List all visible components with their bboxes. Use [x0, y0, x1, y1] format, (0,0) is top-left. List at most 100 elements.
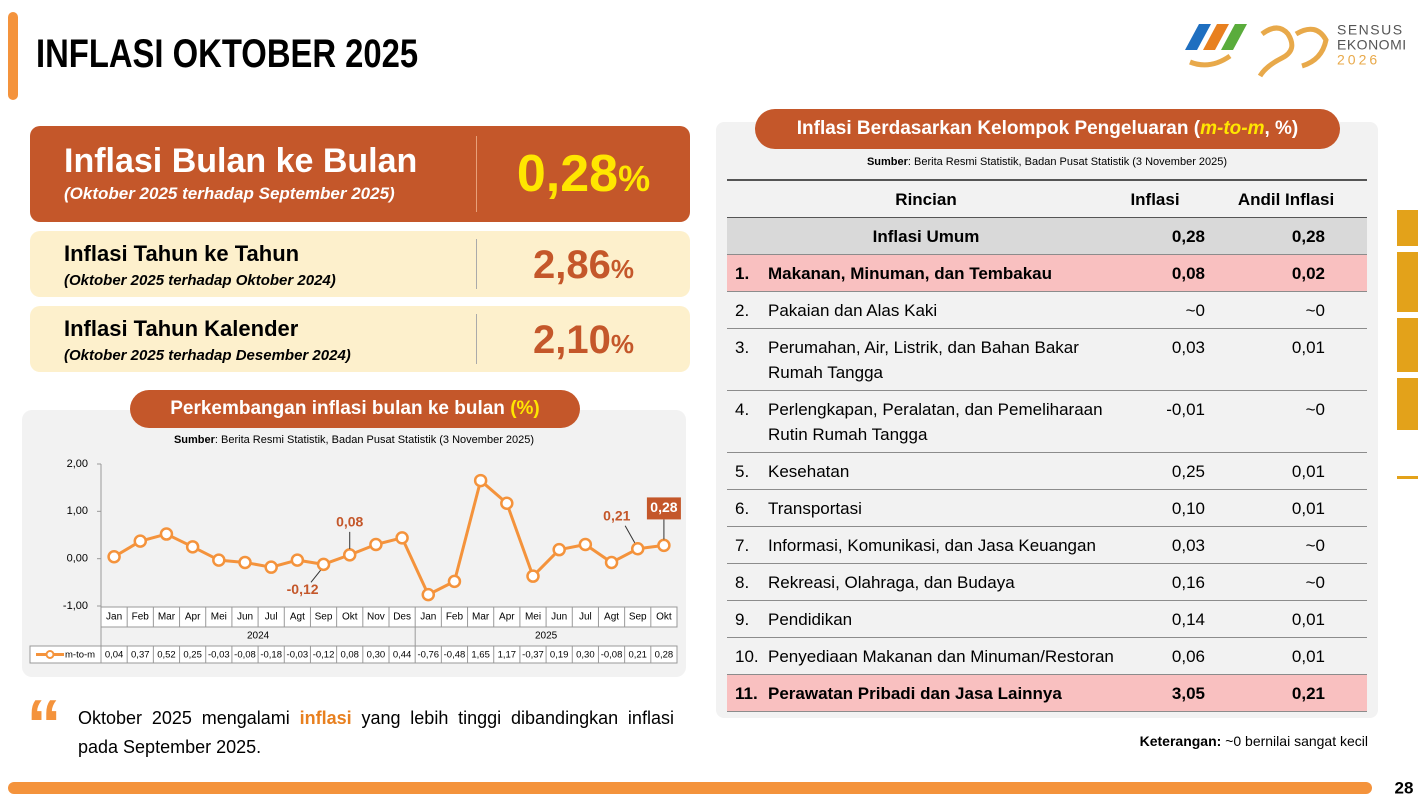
value-label: 0,37: [131, 650, 150, 661]
row-label: Transportasi: [768, 498, 862, 518]
table-source: Sumber: Berita Resmi Statistik, Badan Pu…: [716, 156, 1378, 168]
x-tick-label: Okt: [656, 612, 672, 623]
row-label: Inflasi Umum: [872, 226, 980, 246]
table-row: 2. Pakaian dan Alas Kaki ~0 ~0: [727, 292, 1367, 329]
row-label: Kesehatan: [768, 461, 850, 481]
table-row: 5. Kesehatan 0,25 0,01: [727, 453, 1367, 490]
value: 2,10: [533, 318, 611, 362]
value-label: 0,19: [550, 650, 569, 661]
point: [473, 473, 488, 488]
table-title: Inflasi Berdasarkan Kelompok Pengeluaran…: [755, 109, 1340, 149]
quote: Oktober 2025 mengalami inflasi yang lebi…: [78, 704, 674, 762]
andil-cell: 0,01: [1291, 498, 1325, 518]
highlight-card: Inflasi Bulan ke Bulan (Oktober 2025 ter…: [30, 126, 690, 222]
label-box: [646, 497, 681, 520]
y-tick-label: 1,00: [67, 505, 88, 517]
andil-cell: 0,01: [1291, 609, 1325, 629]
inflasi-cell: 0,16: [1171, 572, 1205, 592]
highlight-card: Inflasi Tahun Kalender (Oktober 2025 ter…: [30, 306, 690, 372]
row-label: Perawatan Pribadi dan Jasa Lainnya: [768, 683, 1062, 703]
source-text: : Berita Resmi Statistik, Badan Pusat St…: [907, 156, 1228, 168]
table-row: 6. Transportasi 0,10 0,01: [727, 490, 1367, 527]
value-label: 0,52: [157, 650, 176, 661]
inflasi-cell: 0,08: [1171, 263, 1205, 283]
label-cell: 10. Penyediaan Makanan dan Minuman/Restor…: [727, 638, 1125, 674]
value-label: -0,48: [444, 650, 466, 661]
unit: %: [610, 254, 634, 284]
value-label: -0,76: [417, 650, 439, 661]
divider: [476, 239, 477, 289]
andil-cell: 0,21: [1291, 683, 1325, 703]
x-tick-label: Jan: [420, 612, 436, 623]
label-cell: 1. Makanan, Minuman, dan Tembakau: [727, 255, 1125, 291]
quote-text: Oktober 2025 mengalami: [78, 708, 290, 728]
leader-line: [310, 570, 321, 583]
label-cell: 6. Transportasi: [727, 490, 1125, 526]
stripe: [1397, 252, 1418, 312]
point: [159, 527, 174, 541]
divider: [476, 314, 477, 364]
year-label: 2025: [535, 631, 558, 642]
x-tick-label: Mar: [472, 612, 490, 623]
value-label: -0,37: [522, 650, 544, 661]
andil-cell: ~0: [1305, 399, 1325, 419]
header-cell: Inflasi: [1130, 189, 1180, 209]
line-chart: -1,00 0,00 1,00 2,00 Jan 0,04 Feb 0,37 Mar 0,52 Ap…: [29, 458, 681, 664]
value-label: -0,03: [287, 650, 309, 661]
logo-text: EKONOMI: [1337, 37, 1407, 53]
logo-shape: [1203, 24, 1229, 50]
x-tick-label: Okt: [342, 612, 358, 623]
table-row: 1. Makanan, Minuman, dan Tembakau 0,08 0,02: [727, 255, 1367, 292]
row-number: 7.: [735, 535, 750, 555]
inflasi-cell: 0,10: [1171, 498, 1205, 518]
title: Perkembangan inflasi bulan ke bulan: [170, 398, 505, 419]
page-number: 28: [1395, 778, 1414, 797]
andil-cell: ~0: [1305, 572, 1325, 592]
point: [526, 569, 540, 583]
point: [421, 587, 436, 602]
point: [604, 555, 619, 570]
quote-mark: “: [27, 685, 62, 763]
value-label: 1,17: [498, 650, 517, 661]
source-label: Sumber: [173, 434, 215, 446]
point-label: 0,08: [336, 514, 363, 530]
leader-line: [624, 525, 636, 543]
stripe: [1397, 318, 1418, 372]
x-tick-label: Nov: [367, 612, 385, 623]
source-text: : Berita Resmi Statistik, Badan Pusat St…: [214, 434, 535, 446]
value-label: 0,30: [576, 650, 595, 661]
row-number: 6.: [735, 498, 750, 518]
inflasi-cell: 0,28: [1171, 226, 1205, 246]
table-row: 10. Penyediaan Makanan dan Minuman/Restor…: [727, 638, 1367, 675]
point: [657, 538, 671, 553]
andil-cell: 0,02: [1291, 263, 1325, 283]
x-tick-label: Jan: [106, 612, 122, 623]
title: Inflasi Berdasarkan Kelompok Pengeluaran…: [796, 118, 1201, 139]
andil-cell: 0,01: [1291, 646, 1325, 666]
row-label: Perumahan, Air, Listrik, dan Bahan Bakar…: [768, 337, 1079, 382]
note: Keterangan: ~0 bernilai sangat kecil: [1000, 733, 1368, 749]
value-label: -0,03: [208, 650, 230, 661]
row-number: 11.: [735, 683, 758, 703]
side-stripes: [1397, 210, 1418, 479]
x-tick-label: Feb: [132, 612, 150, 623]
series-line: [113, 479, 665, 597]
unit: %: [618, 158, 651, 199]
point: [107, 550, 121, 564]
row-number: 5.: [735, 461, 750, 481]
inflasi-cell: 0,14: [1171, 609, 1205, 629]
note-text: ~0 bernilai sangat kecil: [1225, 733, 1368, 749]
x-tick-label: Jul: [579, 612, 592, 623]
x-tick-label: Agt: [290, 612, 305, 623]
logo-shape: [1185, 24, 1211, 50]
stripe: [1397, 210, 1418, 246]
point: [630, 541, 645, 556]
table-row: 11. Perawatan Pribadi dan Jasa Lainnya 3,0…: [727, 675, 1367, 712]
header-cell: Rincian: [895, 189, 957, 209]
label-cell: 7. Informasi, Komunikasi, dan Jasa Keuang…: [727, 527, 1125, 563]
row-label: Pendidikan: [768, 609, 853, 629]
logo-shape: [1189, 25, 1329, 78]
row-number: 3.: [735, 337, 750, 357]
point-label: 0,28: [650, 499, 677, 515]
